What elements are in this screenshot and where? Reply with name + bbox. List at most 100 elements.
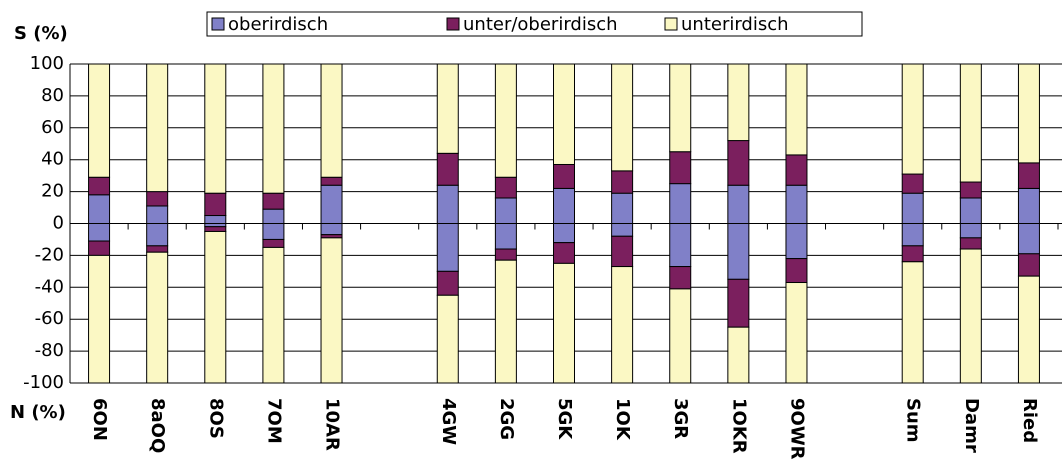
bar-segment (553, 63, 575, 165)
bar-segment (88, 176, 111, 196)
bar-segment (901, 245, 924, 263)
legend-swatch (446, 17, 460, 31)
bar-segment (785, 223, 808, 260)
x-tick-label: 10AR (322, 398, 343, 451)
bar-segment (262, 192, 285, 210)
bar-segment (88, 194, 111, 224)
bar-segment (494, 259, 517, 384)
bar-segment (959, 248, 982, 384)
bar-segment (901, 173, 924, 194)
bar-segment (611, 192, 634, 225)
bar-segment (785, 154, 808, 186)
bar-segment (204, 226, 227, 232)
bar-segment (669, 288, 692, 384)
bar-segment (727, 278, 750, 328)
bar-segment (436, 270, 459, 296)
bar-segment (1017, 275, 1040, 384)
bar-segment (1017, 162, 1040, 189)
bar-segment (727, 184, 750, 224)
bar-segment (262, 238, 285, 248)
y-tick-label: 60 (41, 117, 64, 138)
bar-segment (88, 254, 111, 384)
legend-swatch (211, 17, 225, 31)
bar-segment (436, 223, 459, 272)
y-tick-label: 0 (53, 213, 64, 234)
bar-segment (320, 237, 343, 384)
bar-segment (262, 223, 285, 240)
bar-segment (320, 184, 343, 224)
bar-segment (262, 208, 285, 225)
x-tick-label: 1OKR (728, 398, 749, 454)
bar-segment (494, 197, 517, 224)
bar-segment (785, 63, 808, 156)
bar-segment (553, 163, 575, 189)
x-tick-label: Ried (1019, 398, 1040, 443)
bar-segment (146, 245, 169, 253)
bar-segment (146, 251, 169, 384)
bar-segment (785, 282, 808, 384)
bar-segment (494, 248, 517, 261)
y-tick-label: -60 (35, 308, 64, 329)
x-tick-label: 8OS (205, 398, 226, 439)
legend-label: unterirdisch (681, 14, 789, 35)
bar-segment (959, 237, 982, 250)
legend-label: oberirdisch (228, 14, 328, 35)
x-tick-label: 8aOQ (147, 398, 168, 453)
bar-segment (785, 184, 808, 224)
y-tick-label: -80 (35, 340, 64, 361)
bar-segment (959, 181, 982, 199)
legend-box (206, 11, 863, 37)
bar-segment (204, 215, 227, 224)
bar-segment (669, 223, 692, 268)
bar-segment (669, 151, 692, 185)
y-tick-label: 20 (41, 181, 64, 202)
x-tick-label: 3GR (670, 398, 691, 439)
bar-segment (611, 170, 634, 194)
bar-segment (727, 140, 750, 186)
bar-segment (785, 258, 808, 284)
y-axis-title: S (%) (14, 23, 68, 44)
bar-segment (436, 184, 459, 224)
y-tick-label: 100 (30, 53, 64, 74)
bar-segment (494, 63, 517, 178)
bar-segment (88, 223, 111, 242)
bar-segment (669, 266, 692, 290)
legend-swatch (664, 17, 678, 31)
x-tick-label: Sum (903, 398, 924, 443)
bar-segment (727, 63, 750, 142)
bar-segment (901, 223, 924, 247)
bar-segment (901, 63, 924, 175)
bar-segment (727, 223, 750, 280)
bar-segment (727, 326, 750, 384)
bar-segment (959, 197, 982, 224)
bar-segment (204, 63, 227, 194)
bar-segment (553, 262, 575, 384)
bar-segment (146, 205, 169, 225)
x-tick-label: 7OM (263, 398, 284, 444)
bar-segment (1017, 223, 1040, 255)
bar-segment (204, 230, 227, 384)
bar-segment (146, 63, 169, 193)
bar-segment (88, 63, 111, 178)
x-tick-label: Damr (961, 398, 982, 453)
bar-segment (1017, 187, 1040, 225)
y-tick-label: 40 (41, 149, 64, 170)
bar-segment (959, 63, 982, 183)
bar-segment (901, 261, 924, 384)
x-tick-label: 6ON (89, 398, 110, 441)
y-tick-label: -20 (35, 244, 64, 265)
bar-segment (88, 240, 111, 256)
bar-segment (320, 223, 343, 236)
legend-label: unter/oberirdisch (463, 14, 618, 35)
bar-segment (901, 192, 924, 225)
bar-segment (494, 223, 517, 250)
bar-segment (553, 223, 575, 244)
x-tick-label: 1OK (612, 398, 633, 441)
bar-segment (611, 266, 634, 384)
y-tick-label: -40 (35, 276, 64, 297)
bar-segment (1017, 253, 1040, 277)
y-tick-label: 80 (41, 85, 64, 106)
bar-segment (494, 176, 517, 199)
bar-segment (436, 63, 459, 154)
